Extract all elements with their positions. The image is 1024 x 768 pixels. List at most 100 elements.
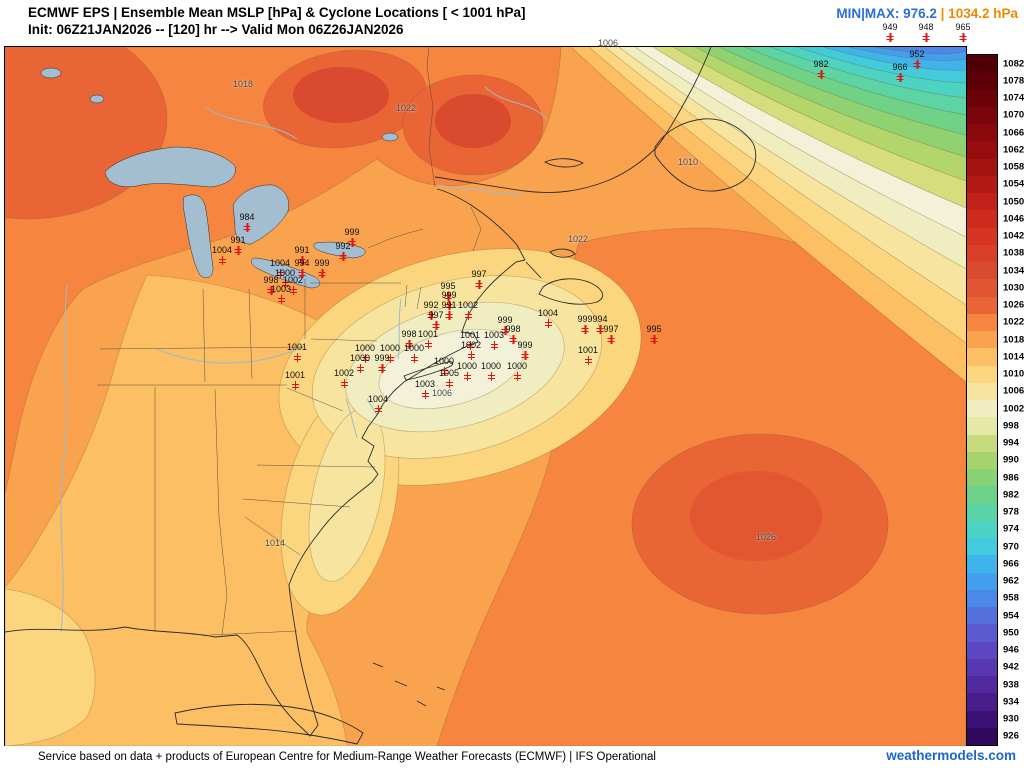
rivers bbox=[60, 86, 548, 633]
mslp-map bbox=[4, 46, 967, 747]
colorbar-segment bbox=[967, 538, 997, 556]
colorbar-segment bbox=[967, 382, 997, 400]
colorbar-value: 974 bbox=[1003, 523, 1019, 535]
cyclone-icon bbox=[886, 33, 894, 42]
colorbar-segment bbox=[967, 331, 997, 349]
colorbar-value: 1002 bbox=[1003, 403, 1024, 415]
colorbar-value: 1054 bbox=[1003, 178, 1024, 190]
colorbar-value: 962 bbox=[1003, 575, 1019, 587]
colorbar-segment bbox=[967, 658, 997, 676]
colorbar-value: 982 bbox=[1003, 489, 1019, 501]
colorbar-segment bbox=[967, 607, 997, 625]
colorbar-value: 942 bbox=[1003, 661, 1019, 673]
chart-title: ECMWF EPS | Ensemble Mean MSLP [hPa] & C… bbox=[28, 5, 526, 20]
chart-header: ECMWF EPS | Ensemble Mean MSLP [hPa] & C… bbox=[28, 4, 526, 38]
min-pressure-value: MIN|MAX: 976.2 bbox=[836, 6, 941, 21]
init-valid-line: Init: 06Z21JAN2026 -- [120] hr --> Valid… bbox=[28, 22, 404, 37]
cyclone-pressure-label: 949 bbox=[882, 22, 898, 32]
colorbar-value: 1030 bbox=[1003, 282, 1024, 294]
cyclone-pressure-label: 948 bbox=[918, 22, 934, 32]
colorbar-segment bbox=[967, 106, 997, 124]
state-borders bbox=[97, 47, 482, 636]
colorbar-value: 1038 bbox=[1003, 247, 1024, 259]
colorbar-value: 998 bbox=[1003, 420, 1019, 432]
colorbar-segment bbox=[967, 175, 997, 193]
colorbar-value: 930 bbox=[1003, 713, 1019, 725]
colorbar-segment bbox=[967, 365, 997, 383]
colorbar-segment bbox=[967, 210, 997, 228]
colorbar-segment bbox=[967, 313, 997, 331]
colorbar-segment bbox=[967, 400, 997, 418]
colorbar-segment bbox=[967, 676, 997, 694]
colorbar-segment bbox=[967, 572, 997, 590]
colorbar-value: 1066 bbox=[1003, 127, 1024, 139]
colorbar-value: 1022 bbox=[1003, 316, 1024, 328]
colorbar-value: 1034 bbox=[1003, 265, 1024, 277]
max-pressure-value: | 1034.2 hPa bbox=[940, 6, 1018, 21]
colorbar-segment bbox=[967, 520, 997, 538]
colorbar-value: 926 bbox=[1003, 730, 1019, 742]
colorbar-value: 990 bbox=[1003, 454, 1019, 466]
colorbar-value: 1026 bbox=[1003, 299, 1024, 311]
mslp-field-svg bbox=[5, 47, 966, 746]
colorbar-segment bbox=[967, 141, 997, 159]
colorbar-value: 1014 bbox=[1003, 351, 1024, 363]
cyclone-marker: 949 bbox=[882, 22, 898, 42]
colorbar-value: 950 bbox=[1003, 627, 1019, 639]
colorbar-segment bbox=[967, 451, 997, 469]
colorbar-segment bbox=[967, 262, 997, 280]
colorbar-segment bbox=[967, 348, 997, 366]
colorbar-value: 986 bbox=[1003, 472, 1019, 484]
colorbar-segment bbox=[967, 227, 997, 245]
colorbar-value: 1018 bbox=[1003, 334, 1024, 346]
cyclone-marker: 965 bbox=[955, 22, 971, 42]
colorbar-segment bbox=[967, 624, 997, 642]
coastline bbox=[5, 47, 757, 745]
colorbar-value: 938 bbox=[1003, 679, 1019, 691]
colorbar-value: 966 bbox=[1003, 558, 1019, 570]
pressure-colorbar bbox=[966, 54, 998, 746]
colorbar-segment bbox=[967, 641, 997, 659]
colorbar-value: 1046 bbox=[1003, 213, 1024, 225]
colorbar-value: 970 bbox=[1003, 541, 1019, 553]
pressure-colorbar-labels: 1082 1078 1074 1070 1066 1062 1058 1054 1050 1046… bbox=[967, 55, 1024, 745]
cyclone-icon bbox=[922, 33, 930, 42]
colorbar-segment bbox=[967, 296, 997, 314]
colorbar-value: 978 bbox=[1003, 506, 1019, 518]
colorbar-value: 958 bbox=[1003, 592, 1019, 604]
footer: Service based on data + products of Euro… bbox=[0, 746, 1024, 768]
colorbar-segment bbox=[967, 486, 997, 504]
colorbar-segment bbox=[967, 693, 997, 711]
colorbar-segment bbox=[967, 124, 997, 142]
colorbar-value: 1070 bbox=[1003, 109, 1024, 121]
colorbar-segment bbox=[967, 193, 997, 211]
colorbar-segment bbox=[967, 503, 997, 521]
colorbar-segment bbox=[967, 55, 997, 73]
cyclone-pressure-label: 965 bbox=[955, 22, 971, 32]
colorbar-segment bbox=[967, 417, 997, 435]
colorbar-segment bbox=[967, 279, 997, 297]
colorbar-value: 1074 bbox=[1003, 92, 1024, 104]
colorbar-value: 994 bbox=[1003, 437, 1019, 449]
colorbar-value: 1062 bbox=[1003, 144, 1024, 156]
pressure-field bbox=[5, 47, 966, 746]
colorbar-value: 1010 bbox=[1003, 368, 1024, 380]
colorbar-value: 1050 bbox=[1003, 196, 1024, 208]
colorbar-segment bbox=[967, 589, 997, 607]
colorbar-segment bbox=[967, 469, 997, 487]
colorbar-segment bbox=[967, 72, 997, 90]
colorbar-value: 1058 bbox=[1003, 161, 1024, 173]
colorbar-segment bbox=[967, 434, 997, 452]
great-lakes bbox=[40, 67, 399, 289]
brand-link[interactable]: weathermodels.com bbox=[886, 748, 1016, 763]
colorbar-value: 946 bbox=[1003, 644, 1019, 656]
colorbar-value: 1006 bbox=[1003, 385, 1024, 397]
colorbar-segment bbox=[967, 555, 997, 573]
colorbar-segment bbox=[967, 89, 997, 107]
colorbar-value: 934 bbox=[1003, 696, 1019, 708]
colorbar-value: 1078 bbox=[1003, 75, 1024, 87]
colorbar-value: 954 bbox=[1003, 610, 1019, 622]
attribution-text: Service based on data + products of Euro… bbox=[38, 751, 656, 763]
cyclone-marker: 948 bbox=[918, 22, 934, 42]
colorbar-segment bbox=[967, 244, 997, 262]
